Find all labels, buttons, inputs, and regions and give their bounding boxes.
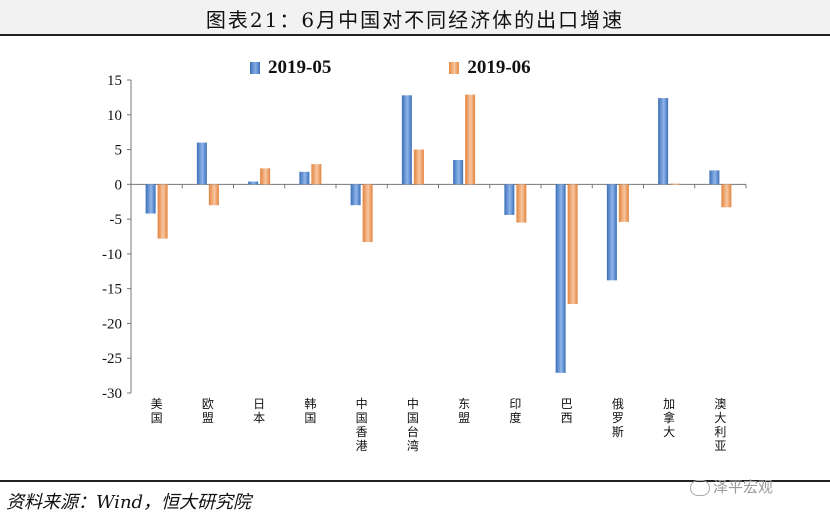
y-tick-label: -20 bbox=[102, 316, 122, 332]
y-tick-label: 10 bbox=[107, 108, 122, 124]
bar-2019-06-加拿大 bbox=[670, 183, 681, 185]
bar-2019-05-日本 bbox=[248, 181, 259, 185]
wechat-icon bbox=[690, 479, 710, 496]
x-tick-label: 美国 bbox=[151, 397, 163, 425]
bar-2019-06-欧盟 bbox=[208, 184, 219, 206]
y-tick-label: -10 bbox=[102, 247, 122, 263]
bar-2019-06-中国香港 bbox=[362, 184, 373, 243]
legend-item-2019-06: 2019-06 bbox=[449, 57, 531, 79]
bar-2019-06-韩国 bbox=[311, 164, 322, 185]
bar-2019-05-加拿大 bbox=[658, 98, 669, 185]
source-note: 资料来源：Wind，恒大研究院 bbox=[6, 492, 252, 513]
y-tick-label: -5 bbox=[110, 212, 123, 228]
legend-label-2019-05: 2019-05 bbox=[268, 57, 332, 78]
x-tick-label: 中国香港 bbox=[356, 396, 368, 453]
bar-2019-05-东盟 bbox=[453, 159, 464, 185]
chart-title: 图表21：6月中国对不同经济体的出口增速 bbox=[205, 8, 625, 32]
watermark-text: 泽平宏观 bbox=[713, 478, 774, 496]
x-tick-label: 印度 bbox=[509, 397, 521, 425]
watermark: 泽平宏观 bbox=[690, 476, 773, 497]
x-tick-label: 日本 bbox=[253, 397, 265, 425]
bar-2019-05-巴西 bbox=[555, 184, 566, 373]
legend-swatch-2019-06 bbox=[449, 62, 460, 74]
y-tick-label: 0 bbox=[115, 177, 123, 193]
bar-2019-05-中国香港 bbox=[350, 184, 361, 206]
x-tick-label: 俄罗斯 bbox=[612, 397, 624, 439]
y-tick-label: -25 bbox=[102, 351, 122, 367]
source-divider bbox=[0, 480, 830, 482]
bar-2019-05-欧盟 bbox=[196, 142, 207, 185]
y-tick-label: 15 bbox=[107, 73, 122, 89]
title-bar: 图表21：6月中国对不同经济体的出口增速 bbox=[0, 0, 830, 36]
legend-swatch-2019-05 bbox=[250, 62, 260, 74]
bar-2019-06-俄罗斯 bbox=[618, 184, 629, 222]
bar-2019-05-韩国 bbox=[299, 171, 310, 185]
legend-label-2019-06: 2019-06 bbox=[467, 57, 531, 78]
x-tick-label: 巴西 bbox=[561, 397, 573, 425]
legend: 2019-05 2019-06 bbox=[250, 57, 649, 79]
y-tick-label: -15 bbox=[102, 282, 122, 298]
bar-2019-05-澳大利亚 bbox=[709, 170, 720, 185]
bar-2019-05-印度 bbox=[504, 184, 515, 215]
x-tick-label: 中国台湾 bbox=[407, 396, 419, 453]
bar-2019-06-日本 bbox=[260, 168, 271, 185]
x-tick-label: 韩国 bbox=[304, 396, 316, 425]
bar-2019-05-美国 bbox=[145, 184, 156, 214]
x-tick-label: 澳大利亚 bbox=[714, 397, 726, 453]
y-tick-label: -30 bbox=[102, 386, 122, 402]
y-tick-label: 5 bbox=[115, 143, 123, 159]
bar-2019-06-美国 bbox=[157, 184, 168, 239]
x-tick-label: 东盟 bbox=[458, 397, 470, 425]
bar-2019-06-澳大利亚 bbox=[721, 184, 732, 208]
x-tick-label: 加拿大 bbox=[663, 397, 675, 439]
bar-2019-05-中国台湾 bbox=[401, 95, 412, 185]
bar-2019-06-巴西 bbox=[567, 184, 578, 304]
bar-chart: 15 10 5 0 -5 -10 -15 -20 -25 -30 美国 欧盟 日本 韩国 中国香港 中国台湾 东… bbox=[102, 73, 747, 453]
bar-2019-05-俄罗斯 bbox=[606, 184, 617, 281]
bar-2019-06-东盟 bbox=[465, 94, 476, 185]
bar-2019-06-中国台湾 bbox=[413, 149, 424, 185]
bar-2019-06-印度 bbox=[516, 184, 527, 223]
x-tick-label: 欧盟 bbox=[202, 397, 214, 425]
legend-item-2019-05: 2019-05 bbox=[250, 57, 331, 79]
